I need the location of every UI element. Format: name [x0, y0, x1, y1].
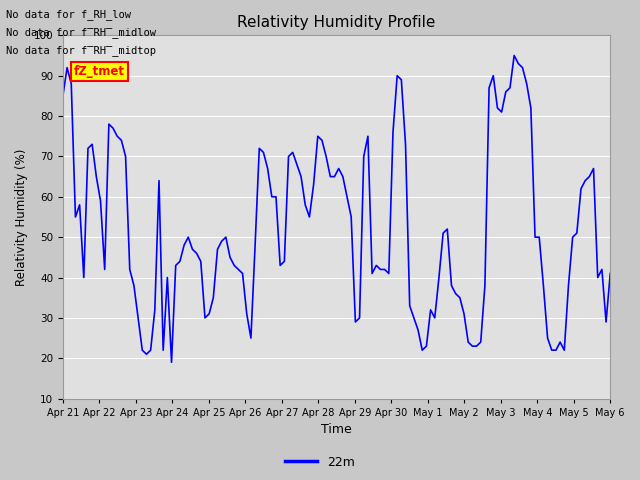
Text: fZ_tmet: fZ_tmet [74, 65, 125, 78]
Y-axis label: Relativity Humidity (%): Relativity Humidity (%) [15, 148, 28, 286]
X-axis label: Time: Time [321, 423, 352, 436]
Title: Relativity Humidity Profile: Relativity Humidity Profile [237, 15, 436, 30]
Legend: 22m: 22m [280, 451, 360, 474]
Text: No data for f̅RH̅_midtop: No data for f̅RH̅_midtop [6, 45, 156, 56]
Text: No data for f̅RH̅_midlow: No data for f̅RH̅_midlow [6, 27, 156, 38]
Text: No data for f_RH_low: No data for f_RH_low [6, 9, 131, 20]
